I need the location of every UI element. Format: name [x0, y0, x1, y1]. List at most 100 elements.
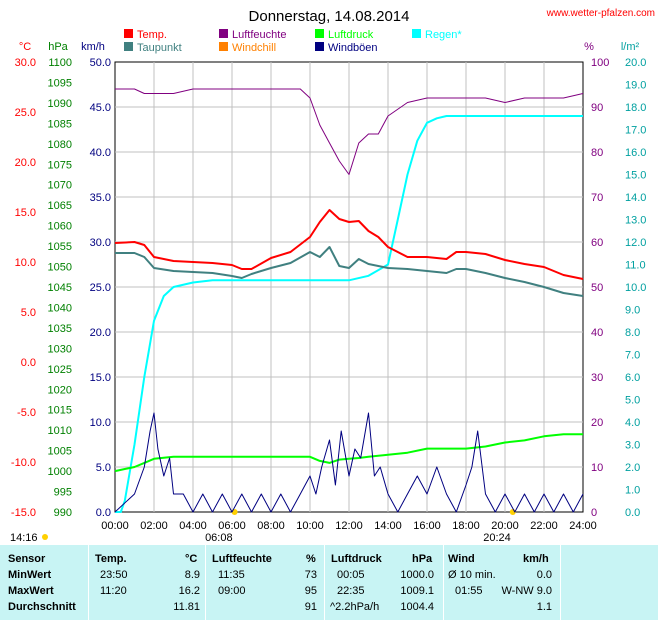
rain-tick-label: 15.0 [625, 170, 646, 182]
header-humidity-unit: % [306, 553, 316, 565]
series-line-taupunkt [115, 246, 584, 297]
pressure-tick-label: 1025 [48, 364, 72, 376]
temp-tick-label: 5.0 [21, 307, 36, 319]
x-tick-label: 24:00 [569, 520, 597, 532]
sunset-time: 20:24 [483, 532, 511, 544]
pressure-tick-label: 1075 [48, 159, 72, 171]
humidity-tick-label: 10 [591, 462, 603, 474]
pressure-tick-label: 1020 [48, 384, 72, 396]
legend-swatch [315, 42, 324, 51]
legend-swatch [219, 29, 228, 38]
header-humidity: Luftfeuchte [212, 553, 272, 565]
humidity-tick-label: 50 [591, 282, 603, 294]
series-line-windben [114, 412, 584, 513]
pressure-tick-label: 1095 [48, 77, 72, 89]
row-label-avg: Durchschnitt [8, 601, 76, 613]
pressure-tick-label: 1065 [48, 200, 72, 212]
pressure-axis-unit: hPa [48, 41, 68, 53]
x-tick-label: 00:00 [101, 520, 129, 532]
temp-tick-label: 25.0 [15, 107, 36, 119]
humidity-tick-label: 100 [591, 57, 609, 69]
humidity-tick-label: 20 [591, 417, 603, 429]
pressure-tick-label: 1080 [48, 139, 72, 151]
avg-pressure-value: 1004.4 [400, 601, 434, 613]
rain-tick-label: 9.0 [625, 305, 640, 317]
legend-label: Taupunkt [137, 42, 182, 54]
x-tick-label: 06:00 [218, 520, 246, 532]
wind-axis-unit: km/h [81, 41, 105, 53]
rain-tick-label: 16.0 [625, 147, 646, 159]
header-pressure-unit: hPa [412, 553, 433, 565]
rain-tick-label: 14.0 [625, 192, 646, 204]
statistics-table: Sensor Temp. °C Luftfeuchte % Luftdruck … [0, 545, 658, 620]
rain-tick-label: 13.0 [625, 215, 646, 227]
min-wind-value: 0.0 [536, 569, 552, 581]
avg-wind-value: 1.1 [536, 601, 552, 613]
legend-label: Luftfeuchte [232, 29, 286, 41]
series-line-regen [115, 115, 583, 513]
rain-tick-label: 5.0 [625, 395, 640, 407]
min-wind-label: Ø 10 min. [448, 569, 496, 581]
temp-tick-label: -10.0 [11, 457, 36, 469]
rain-tick-label: 19.0 [625, 80, 646, 92]
wind-tick-label: 15.0 [90, 372, 111, 384]
legend-swatch [219, 42, 228, 51]
wind-tick-label: 20.0 [90, 327, 111, 339]
max-temp-value: 16.2 [178, 585, 200, 597]
series-line-luftdruck [114, 433, 583, 473]
rain-tick-label: 12.0 [625, 237, 646, 249]
rain-tick-label: 7.0 [625, 350, 640, 362]
pressure-tick-label: 1035 [48, 323, 72, 335]
max-humidity-time: 09:00 [218, 585, 246, 597]
temp-tick-label: 20.0 [15, 157, 36, 169]
max-temp-time: 11:20 [100, 585, 127, 597]
wind-tick-label: 0.0 [96, 507, 111, 519]
max-wind-value: W-NW 9.0 [501, 585, 552, 597]
pressure-tick-label: 1005 [48, 446, 72, 458]
pressure-tick-label: 1090 [48, 98, 72, 110]
avg-humidity-value: 91 [304, 601, 317, 613]
sunrise-time: 06:08 [205, 532, 233, 544]
legend-label: Luftdruck [328, 29, 374, 41]
x-tick-label: 22:00 [530, 520, 558, 532]
min-pressure-value: 1000.0 [400, 569, 434, 581]
pressure-tick-label: 1045 [48, 282, 72, 294]
x-tick-label: 04:00 [179, 520, 207, 532]
x-tick-label: 20:00 [491, 520, 519, 532]
wind-tick-label: 5.0 [96, 462, 111, 474]
weather-chart: Donnerstag, 14.08.2014 www.wetter-pfalzen… [10, 8, 655, 544]
day-length-sun-icon [42, 534, 48, 540]
header-pressure: Luftdruck [331, 553, 382, 565]
x-tick-label: 02:00 [140, 520, 168, 532]
humidity-tick-label: 80 [591, 147, 603, 159]
rain-tick-label: 0.0 [625, 507, 640, 519]
legend-swatch [124, 42, 133, 51]
source-link: www.wetter-pfalzen.com [546, 8, 655, 19]
wind-tick-label: 50.0 [90, 57, 111, 69]
min-pressure-time: 00:05 [337, 569, 365, 581]
x-tick-label: 12:00 [335, 520, 363, 532]
day-length: 14:16 [10, 532, 38, 544]
pressure-tick-label: 1085 [48, 118, 72, 130]
pressure-tick-label: 1050 [48, 262, 72, 274]
rain-tick-label: 10.0 [625, 282, 646, 294]
wind-tick-label: 30.0 [90, 237, 111, 249]
row-label-max: MaxWert [8, 585, 54, 597]
rain-tick-label: 17.0 [625, 125, 646, 137]
wind-tick-label: 35.0 [90, 192, 111, 204]
rain-tick-label: 6.0 [625, 372, 640, 384]
x-tick-label: 14:00 [374, 520, 402, 532]
pressure-tick-label: 1055 [48, 241, 72, 253]
min-temp-time: 23:50 [100, 569, 128, 581]
avg-temp-value: 11.81 [173, 601, 200, 613]
chart-title: Donnerstag, 14.08.2014 [249, 8, 410, 25]
temp-tick-label: -15.0 [11, 507, 36, 519]
rain-tick-label: 20.0 [625, 57, 646, 69]
max-pressure-value: 1009.1 [400, 585, 434, 597]
humidity-tick-label: 90 [591, 102, 603, 114]
rain-tick-label: 8.0 [625, 327, 640, 339]
legend-label: Windchill [232, 42, 276, 54]
rain-tick-label: 1.0 [625, 485, 640, 497]
header-wind: Wind [448, 553, 475, 565]
humidity-tick-label: 0 [591, 507, 597, 519]
